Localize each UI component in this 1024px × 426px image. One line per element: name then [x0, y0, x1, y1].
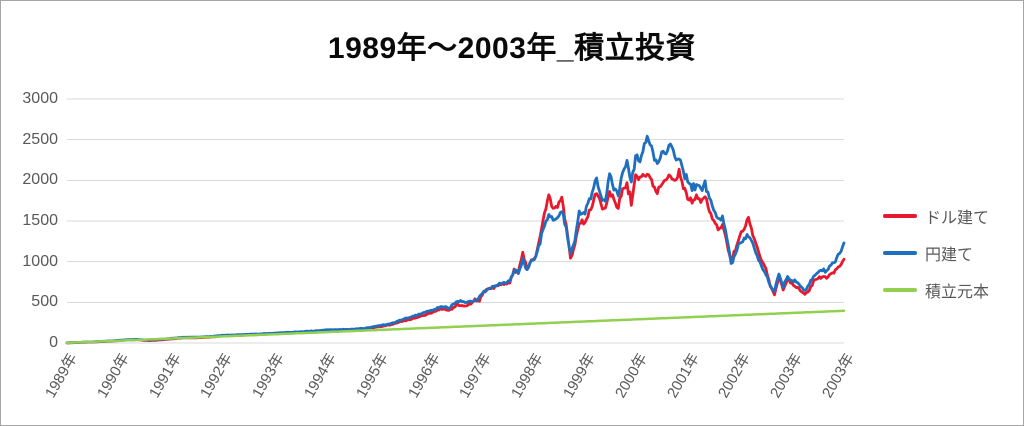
x-tick-label-0: 1989年 [41, 350, 81, 401]
legend-item-1: 円建て [883, 242, 989, 264]
y-tick-label-2000: 2000 [22, 171, 58, 189]
y-tick-label-1000: 1000 [22, 252, 58, 270]
legend-line-swatch [883, 288, 917, 292]
legend-item-0: ドル建て [883, 205, 989, 227]
legend-label: 円建て [925, 247, 974, 264]
chart-title: 1989年～2003年_積立投資 [327, 32, 697, 65]
series-line-jpy [65, 134, 846, 345]
legend: ドル建て円建て積立元本 [883, 205, 989, 316]
y-tick-label-3000: 3000 [22, 90, 58, 107]
y-tick-label-1500: 1500 [22, 212, 58, 229]
plot-area [65, 98, 846, 345]
y-tick-label-500: 500 [31, 293, 58, 311]
legend-item-2: 積立元本 [883, 279, 989, 301]
legend-label: ドル建て [925, 210, 990, 227]
y-tick-label-2500: 2500 [22, 130, 58, 148]
y-tick-label-0: 0 [49, 334, 58, 351]
legend-label: 積立元本 [925, 284, 990, 301]
legend-line-swatch [883, 251, 917, 255]
legend-line-swatch [883, 214, 917, 218]
series-line-principal [65, 309, 846, 345]
